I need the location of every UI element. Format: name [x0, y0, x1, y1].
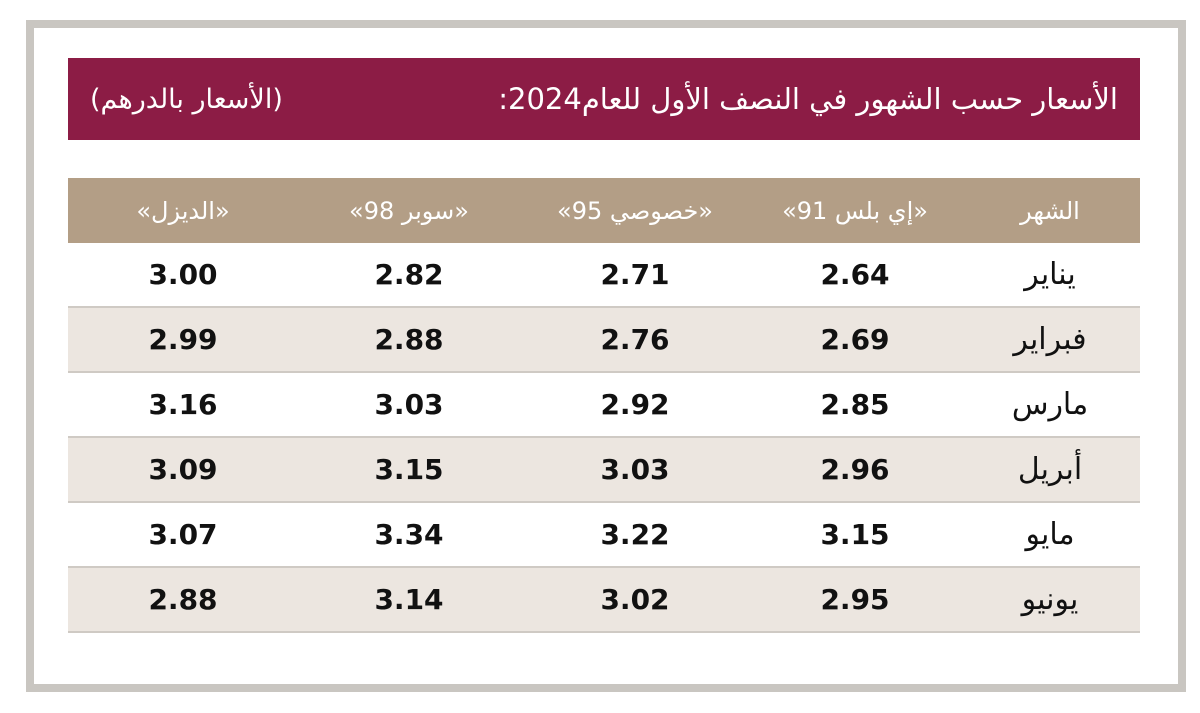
- price-cell: 2.96: [820, 453, 890, 486]
- table-row: فبراير 2.69 2.76 2.88 2.99: [68, 308, 1140, 373]
- table-row: أبريل 2.96 3.03 3.15 3.09: [68, 438, 1140, 503]
- price-cell: 2.69: [820, 323, 890, 356]
- price-cell: 3.14: [374, 583, 444, 616]
- column-header: «سوبر 98»: [349, 196, 469, 225]
- price-cell: 2.99: [148, 323, 218, 356]
- price-cell: 2.92: [600, 388, 670, 421]
- price-cell: 2.88: [374, 323, 444, 356]
- month-cell: مايو: [1025, 517, 1075, 552]
- price-cell: 3.15: [820, 518, 890, 551]
- month-cell: فبراير: [1013, 322, 1087, 357]
- price-cell: 3.34: [374, 518, 444, 551]
- price-cell: 3.15: [374, 453, 444, 486]
- price-table: الشهر «إي بلس 91» «خصوصي 95» «سوبر 98» «الدي…: [68, 178, 1140, 633]
- price-cell: 3.00: [148, 258, 218, 291]
- table-row: يونيو 2.95 3.02 3.14 2.88: [68, 568, 1140, 633]
- table-row: يناير 2.64 2.71 2.82 3.00: [68, 243, 1140, 308]
- title-bar: الأسعار حسب الشهور في النصف الأول للعام2…: [68, 58, 1140, 140]
- table-row: مايو 3.15 3.22 3.34 3.07: [68, 503, 1140, 568]
- column-header: «خصوصي 95»: [557, 196, 713, 225]
- column-header: «إي بلس 91»: [782, 196, 928, 225]
- table-row: مارس 2.85 2.92 3.03 3.16: [68, 373, 1140, 438]
- price-cell: 3.22: [600, 518, 670, 551]
- price-cell: 2.85: [820, 388, 890, 421]
- column-header: «الديزل»: [136, 196, 230, 225]
- price-cell: 2.76: [600, 323, 670, 356]
- price-cell: 3.16: [148, 388, 218, 421]
- price-cell: 2.82: [374, 258, 444, 291]
- title: الأسعار حسب الشهور في النصف الأول للعام2…: [498, 82, 1118, 116]
- month-cell: يونيو: [1021, 582, 1079, 617]
- price-cell: 3.09: [148, 453, 218, 486]
- header-row: الشهر «إي بلس 91» «خصوصي 95» «سوبر 98» «الدي…: [68, 178, 1140, 243]
- month-cell: يناير: [1024, 257, 1076, 292]
- price-cell: 2.71: [600, 258, 670, 291]
- price-cell: 3.03: [374, 388, 444, 421]
- column-header: الشهر: [1020, 196, 1080, 225]
- month-cell: أبريل: [1017, 452, 1083, 487]
- price-cell: 3.02: [600, 583, 670, 616]
- price-cell: 2.95: [820, 583, 890, 616]
- price-cell: 2.64: [820, 258, 890, 291]
- price-cell: 3.03: [600, 453, 670, 486]
- price-cell: 2.88: [148, 583, 218, 616]
- price-cell: 3.07: [148, 518, 218, 551]
- unit-note: (الأسعار بالدرهم): [90, 83, 283, 115]
- month-cell: مارس: [1011, 387, 1089, 422]
